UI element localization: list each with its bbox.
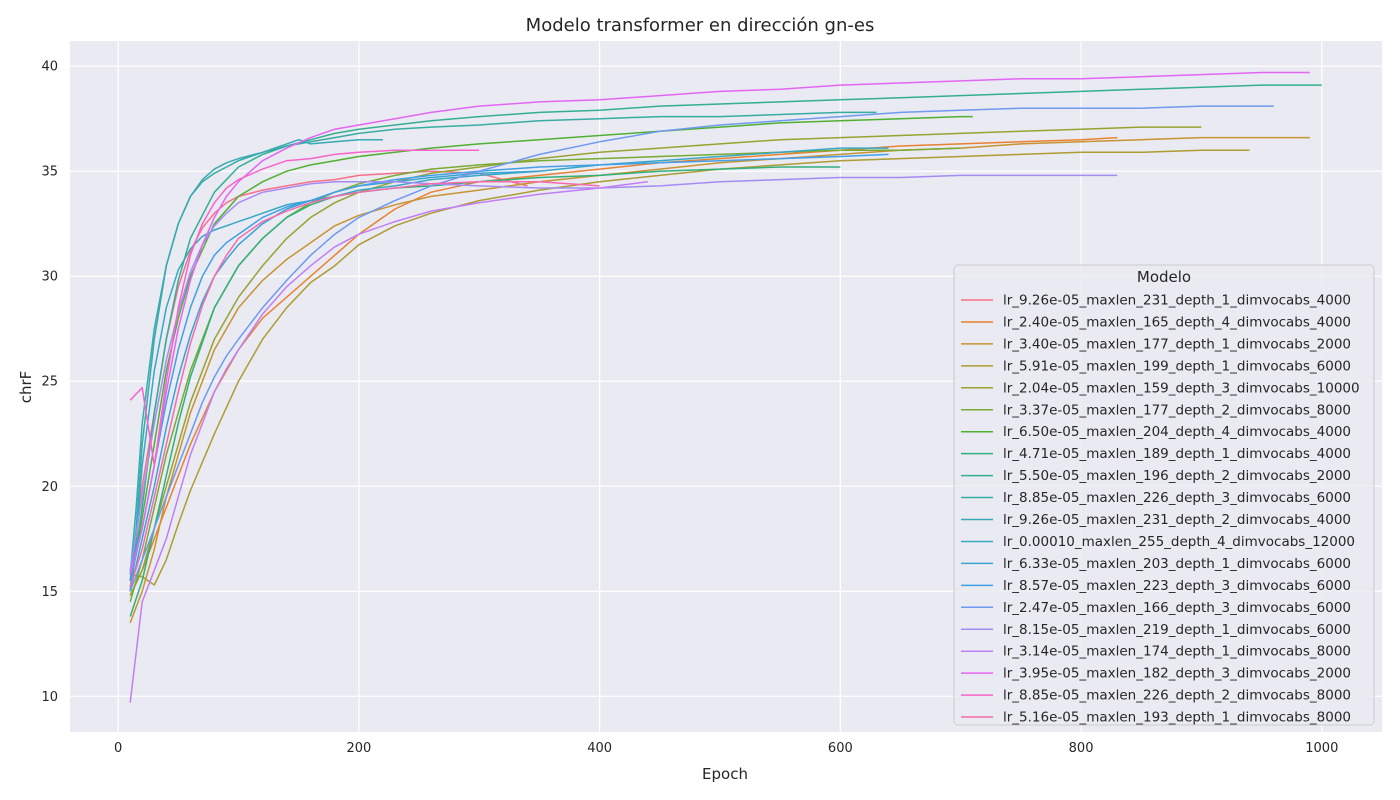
x-tick-label: 200 — [346, 741, 371, 756]
legend-entry: lr_3.37e-05_maxlen_177_depth_2_dimvocabs… — [1003, 402, 1351, 418]
series-line-11 — [129, 138, 383, 575]
legend-entry: lr_6.33e-05_maxlen_203_depth_1_dimvocabs… — [1003, 556, 1351, 572]
legend-entry: lr_2.04e-05_maxlen_159_depth_3_dimvocabs… — [1003, 380, 1360, 396]
legend-box — [953, 264, 1375, 726]
series-line-12 — [129, 147, 889, 592]
series-line-16 — [129, 174, 1118, 571]
series-line-18 — [129, 71, 1310, 575]
legend-entry: lr_5.16e-05_maxlen_193_depth_1_dimvocabs… — [1003, 710, 1351, 726]
legend: Modelo lr_9.26e-05_maxlen_231_depth_1_di… — [953, 264, 1375, 726]
y-tick-label: 40 — [41, 60, 58, 75]
y-tick-label: 25 — [41, 375, 58, 390]
series-line-19 — [129, 149, 480, 467]
series-line-4 — [130, 149, 1250, 586]
y-tick-label: 30 — [41, 270, 58, 285]
y-tick-label: 15 — [41, 585, 58, 600]
x-tick-label: 0 — [114, 741, 122, 756]
y-tick-label: 10 — [41, 690, 58, 705]
legend-entry: lr_9.26e-05_maxlen_231_depth_2_dimvocabs… — [1003, 512, 1351, 528]
legend-entry: lr_5.91e-05_maxlen_199_depth_1_dimvocabs… — [1003, 358, 1351, 374]
legend-entry: lr_8.85e-05_maxlen_226_depth_3_dimvocabs… — [1003, 490, 1351, 506]
legend-entry: lr_3.40e-05_maxlen_177_depth_1_dimvocabs… — [1003, 336, 1351, 352]
legend-entry: lr_6.50e-05_maxlen_204_depth_4_dimvocabs… — [1003, 424, 1351, 440]
legend-entry: lr_8.15e-05_maxlen_219_depth_1_dimvocabs… — [1003, 622, 1351, 638]
legend-entry: lr_2.47e-05_maxlen_166_depth_3_dimvocabs… — [1003, 600, 1351, 616]
legend-entry: lr_8.57e-05_maxlen_223_depth_3_dimvocabs… — [1003, 578, 1351, 594]
legend-entry: lr_8.85e-05_maxlen_226_depth_2_dimvocabs… — [1003, 688, 1351, 704]
legend-entry: lr_0.00010_maxlen_255_depth_4_dimvocabs_… — [1003, 534, 1355, 550]
series-line-8 — [129, 166, 841, 617]
legend-title: Modelo — [1137, 268, 1191, 286]
legend-entry: lr_4.71e-05_maxlen_189_depth_1_dimvocabs… — [1003, 446, 1351, 462]
x-axis-label: Epoch — [702, 765, 748, 783]
series-line-15 — [129, 105, 1274, 592]
y-axis-label: chrF — [17, 371, 35, 404]
series-line-14 — [129, 153, 889, 581]
series-line-17 — [129, 180, 648, 703]
series-line-9 — [129, 84, 1322, 592]
x-tick-labels: 0 200 400 600 800 1000 — [114, 741, 1338, 756]
legend-entry: lr_5.50e-05_maxlen_196_depth_2_dimvocabs… — [1003, 468, 1351, 484]
series-line-7 — [129, 115, 973, 588]
x-tick-label: 600 — [828, 741, 853, 756]
y-tick-label: 20 — [41, 480, 58, 495]
y-tick-labels: 10 15 20 25 30 35 40 — [41, 60, 58, 705]
series-line-20 — [129, 180, 600, 588]
series-line-3 — [129, 136, 1310, 624]
chart-title: Modelo transformer en dirección gn-es — [526, 15, 875, 36]
series-lines — [129, 71, 1322, 703]
legend-entry: lr_9.26e-05_maxlen_231_depth_1_dimvocabs… — [1003, 293, 1351, 309]
x-tick-label: 400 — [587, 741, 612, 756]
x-tick-label: 1000 — [1305, 741, 1338, 756]
y-tick-label: 35 — [41, 165, 58, 180]
legend-entry: lr_3.14e-05_maxlen_174_depth_1_dimvocabs… — [1003, 644, 1351, 660]
x-tick-label: 800 — [1069, 741, 1094, 756]
series-line-6 — [129, 147, 961, 603]
legend-entry: lr_3.95e-05_maxlen_182_depth_3_dimvocabs… — [1003, 666, 1351, 682]
legend-entry: lr_2.40e-05_maxlen_165_depth_4_dimvocabs… — [1003, 314, 1351, 330]
